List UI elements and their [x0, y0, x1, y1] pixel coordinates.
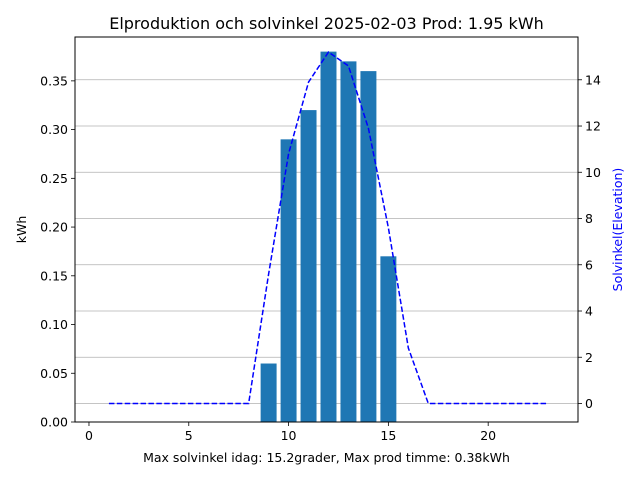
y2-tick-label: 0 [585, 396, 593, 411]
elevation-line-series [108, 50, 549, 405]
y2-tick-label: 8 [585, 211, 593, 226]
plot-frame [74, 36, 579, 423]
y-tick-label: 0.35 [40, 73, 68, 88]
y2-tick-label: 12 [585, 119, 601, 134]
x-tick-label: 10 [281, 428, 297, 443]
bar [280, 139, 297, 422]
y-tick-label: 0.25 [40, 171, 68, 186]
y-tick-label: 0.15 [40, 268, 68, 283]
right-y-axis-ticks: 0 2 4 6 8 10 12 14 [578, 72, 601, 411]
x-tick-label: 5 [185, 428, 193, 443]
bar [320, 51, 337, 423]
y-tick-label: 0.00 [40, 415, 68, 430]
bar-series [260, 51, 397, 423]
x-tick-label: 0 [85, 428, 93, 443]
y-tick-label: 0.05 [40, 366, 68, 381]
bar [260, 363, 277, 422]
y2-tick-label: 6 [585, 257, 593, 272]
x-tick-label: 20 [480, 428, 496, 443]
x-axis-label: Max solvinkel idag: 15.2grader, Max prod… [143, 450, 510, 465]
bar [340, 61, 357, 422]
y-tick-label: 0.10 [40, 317, 68, 332]
chart-title: Elproduktion och solvinkel 2025-02-03 Pr… [109, 14, 544, 33]
y-tick-label: 0.30 [40, 122, 68, 137]
y-axis-label: kWh [14, 216, 29, 244]
x-tick-label: 15 [380, 428, 396, 443]
bar [360, 71, 377, 422]
y2-tick-label: 2 [585, 350, 593, 365]
bar [300, 110, 317, 423]
y2-tick-label: 10 [585, 165, 601, 180]
left-y-axis-ticks: 0.00 0.05 0.10 0.15 0.20 0.25 0.30 0.35 [40, 73, 75, 430]
y2-axis-label: Solvinkel(Elevation) [610, 168, 625, 292]
y2-tick-label: 14 [585, 72, 601, 87]
elevation-line [108, 50, 549, 405]
x-axis-ticks: 0 5 10 15 20 [85, 422, 496, 443]
y2-tick-label: 4 [585, 304, 593, 319]
bar [380, 256, 397, 422]
y-tick-label: 0.20 [40, 220, 68, 235]
